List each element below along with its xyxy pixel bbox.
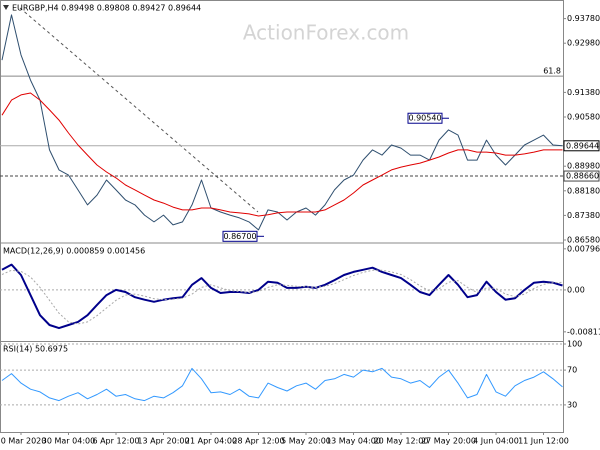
y-tick-label: 0.92980	[567, 39, 600, 48]
y-tick-label: -0.008118	[567, 327, 600, 336]
fib-label: 61.8	[543, 67, 561, 76]
y-tick-label: 0.93780	[567, 14, 600, 23]
title-icon	[3, 5, 9, 10]
trendline	[19, 7, 259, 213]
x-tick-label: 28 Apr 12:00	[232, 437, 284, 446]
x-tick-label: 11 Jun 12:00	[518, 437, 569, 446]
x-tick-label: 21 Apr 04:00	[185, 437, 237, 446]
x-tick-label: 20 Mar 2020	[0, 437, 46, 446]
x-tick-label: 5 May 20:00	[281, 437, 331, 446]
pane-title: EURGBP,H4 0.89498 0.89808 0.89427 0.8964…	[12, 4, 201, 13]
x-tick-label: 20 May 12:00	[374, 437, 429, 446]
support-label: 0.88660	[566, 172, 599, 181]
x-tick-label: 30 Mar 04:00	[42, 437, 95, 446]
x-tick-label: 13 Apr 20:00	[137, 437, 189, 446]
annotation-box	[407, 112, 443, 124]
last-price-label: 0.89644	[566, 141, 599, 150]
annotation-label: 0.90540	[408, 114, 441, 123]
y-tick-label: 0.007964	[567, 244, 600, 253]
x-tick-label: 27 May 20:00	[421, 437, 476, 446]
y-tick-label: 0.88180	[567, 186, 600, 195]
y-tick-label: 0.86580	[567, 236, 600, 245]
y-tick-label: 70	[567, 366, 577, 375]
series-line	[1, 367, 563, 402]
plot-frame	[0, 0, 564, 433]
y-tick-label: 30	[567, 400, 577, 409]
annotation-box	[222, 230, 258, 242]
watermark: ActionForex.com	[243, 21, 409, 45]
y-tick-label: 0.91380	[567, 88, 600, 97]
pane-title: MACD(12,26,9) 0.000859 0.001456	[3, 247, 145, 256]
x-tick-label: 4 Jun 04:00	[473, 437, 519, 446]
y-tick-label: 0.87380	[567, 211, 600, 220]
y-tick-label: 0.90580	[567, 113, 600, 122]
annotation-label: 0.86700	[223, 232, 256, 241]
support-label-box	[563, 170, 600, 182]
x-tick-label: 13 May 04:00	[326, 437, 381, 446]
last-price-box	[563, 140, 600, 152]
y-tick-label: 0.88980	[567, 162, 600, 171]
pane-title: RSI(14) 50.6975	[3, 345, 68, 354]
series-line	[1, 92, 563, 217]
x-tick-label: 6 Apr 12:00	[92, 437, 139, 446]
y-tick-label: 0.00	[567, 285, 585, 294]
y-tick-label: 100	[567, 340, 582, 349]
series-line	[1, 263, 563, 330]
series-line	[1, 14, 563, 231]
